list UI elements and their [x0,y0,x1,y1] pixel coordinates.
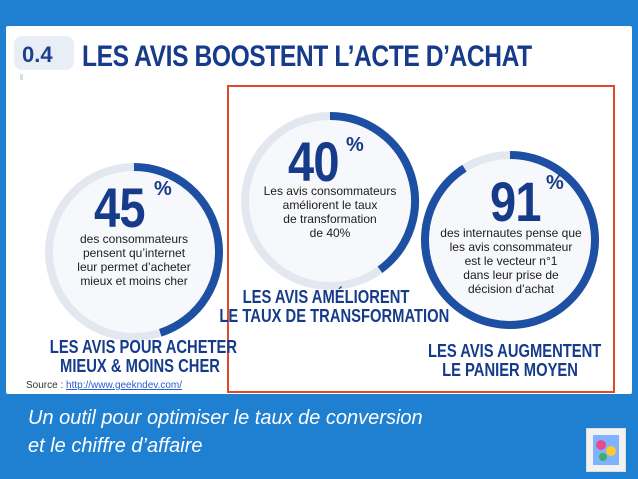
stat-value-1: 45 [94,176,145,239]
badge-divider [20,74,23,80]
stat-caption-3: LES AVIS AUGMENTENT LE PANIER MOYEN [428,341,602,380]
brand-logo-icon [586,428,626,472]
logo-graphic [593,435,619,465]
source-line: Source : http://www.geekndev.com/ [26,380,182,391]
stat-description-1: des consommateurs pensent qu’internet le… [77,232,191,288]
progress-arc [133,163,223,337]
source-link[interactable]: http://www.geekndev.com/ [66,380,183,391]
stat-description-2: Les avis consommateurs améliorent le tau… [263,184,397,240]
stat-circle-2 [241,112,419,290]
section-number: 0.4 [22,42,53,67]
stat-caption-2: LES AVIS AMÉLIORENT LE TAUX DE TRANSFORM… [219,287,450,326]
stat-value-3: 91 [490,170,541,233]
stat-caption-1: LES AVIS POUR ACHETER MIEUX & MOINS CHER [49,337,238,376]
stat-value-2: 40 [288,130,339,193]
slide-subtitle: Un outil pour optimiser le taux de conve… [28,407,423,457]
infographic-panel: 0.4 LES AVIS BOOSTENT L’ACTE D’ACHAT 45 … [6,26,632,394]
stat-circle-3 [421,151,599,329]
stat-circle-1 [45,163,223,341]
progress-arc [329,112,419,273]
source-label: Source : [26,380,67,391]
section-badge: 0.4 [14,36,74,70]
infographic-title: LES AVIS BOOSTENT L’ACTE D’ACHAT [82,40,532,73]
progress-arc [421,151,599,329]
circles-layer [45,85,615,393]
highlight-frame [227,85,615,393]
stat-unit-1: % [154,178,172,200]
stat-unit-3: % [546,172,564,194]
stat-unit-2: % [346,134,364,156]
stat-description-3: des internautes pense que les avis conso… [440,226,582,296]
